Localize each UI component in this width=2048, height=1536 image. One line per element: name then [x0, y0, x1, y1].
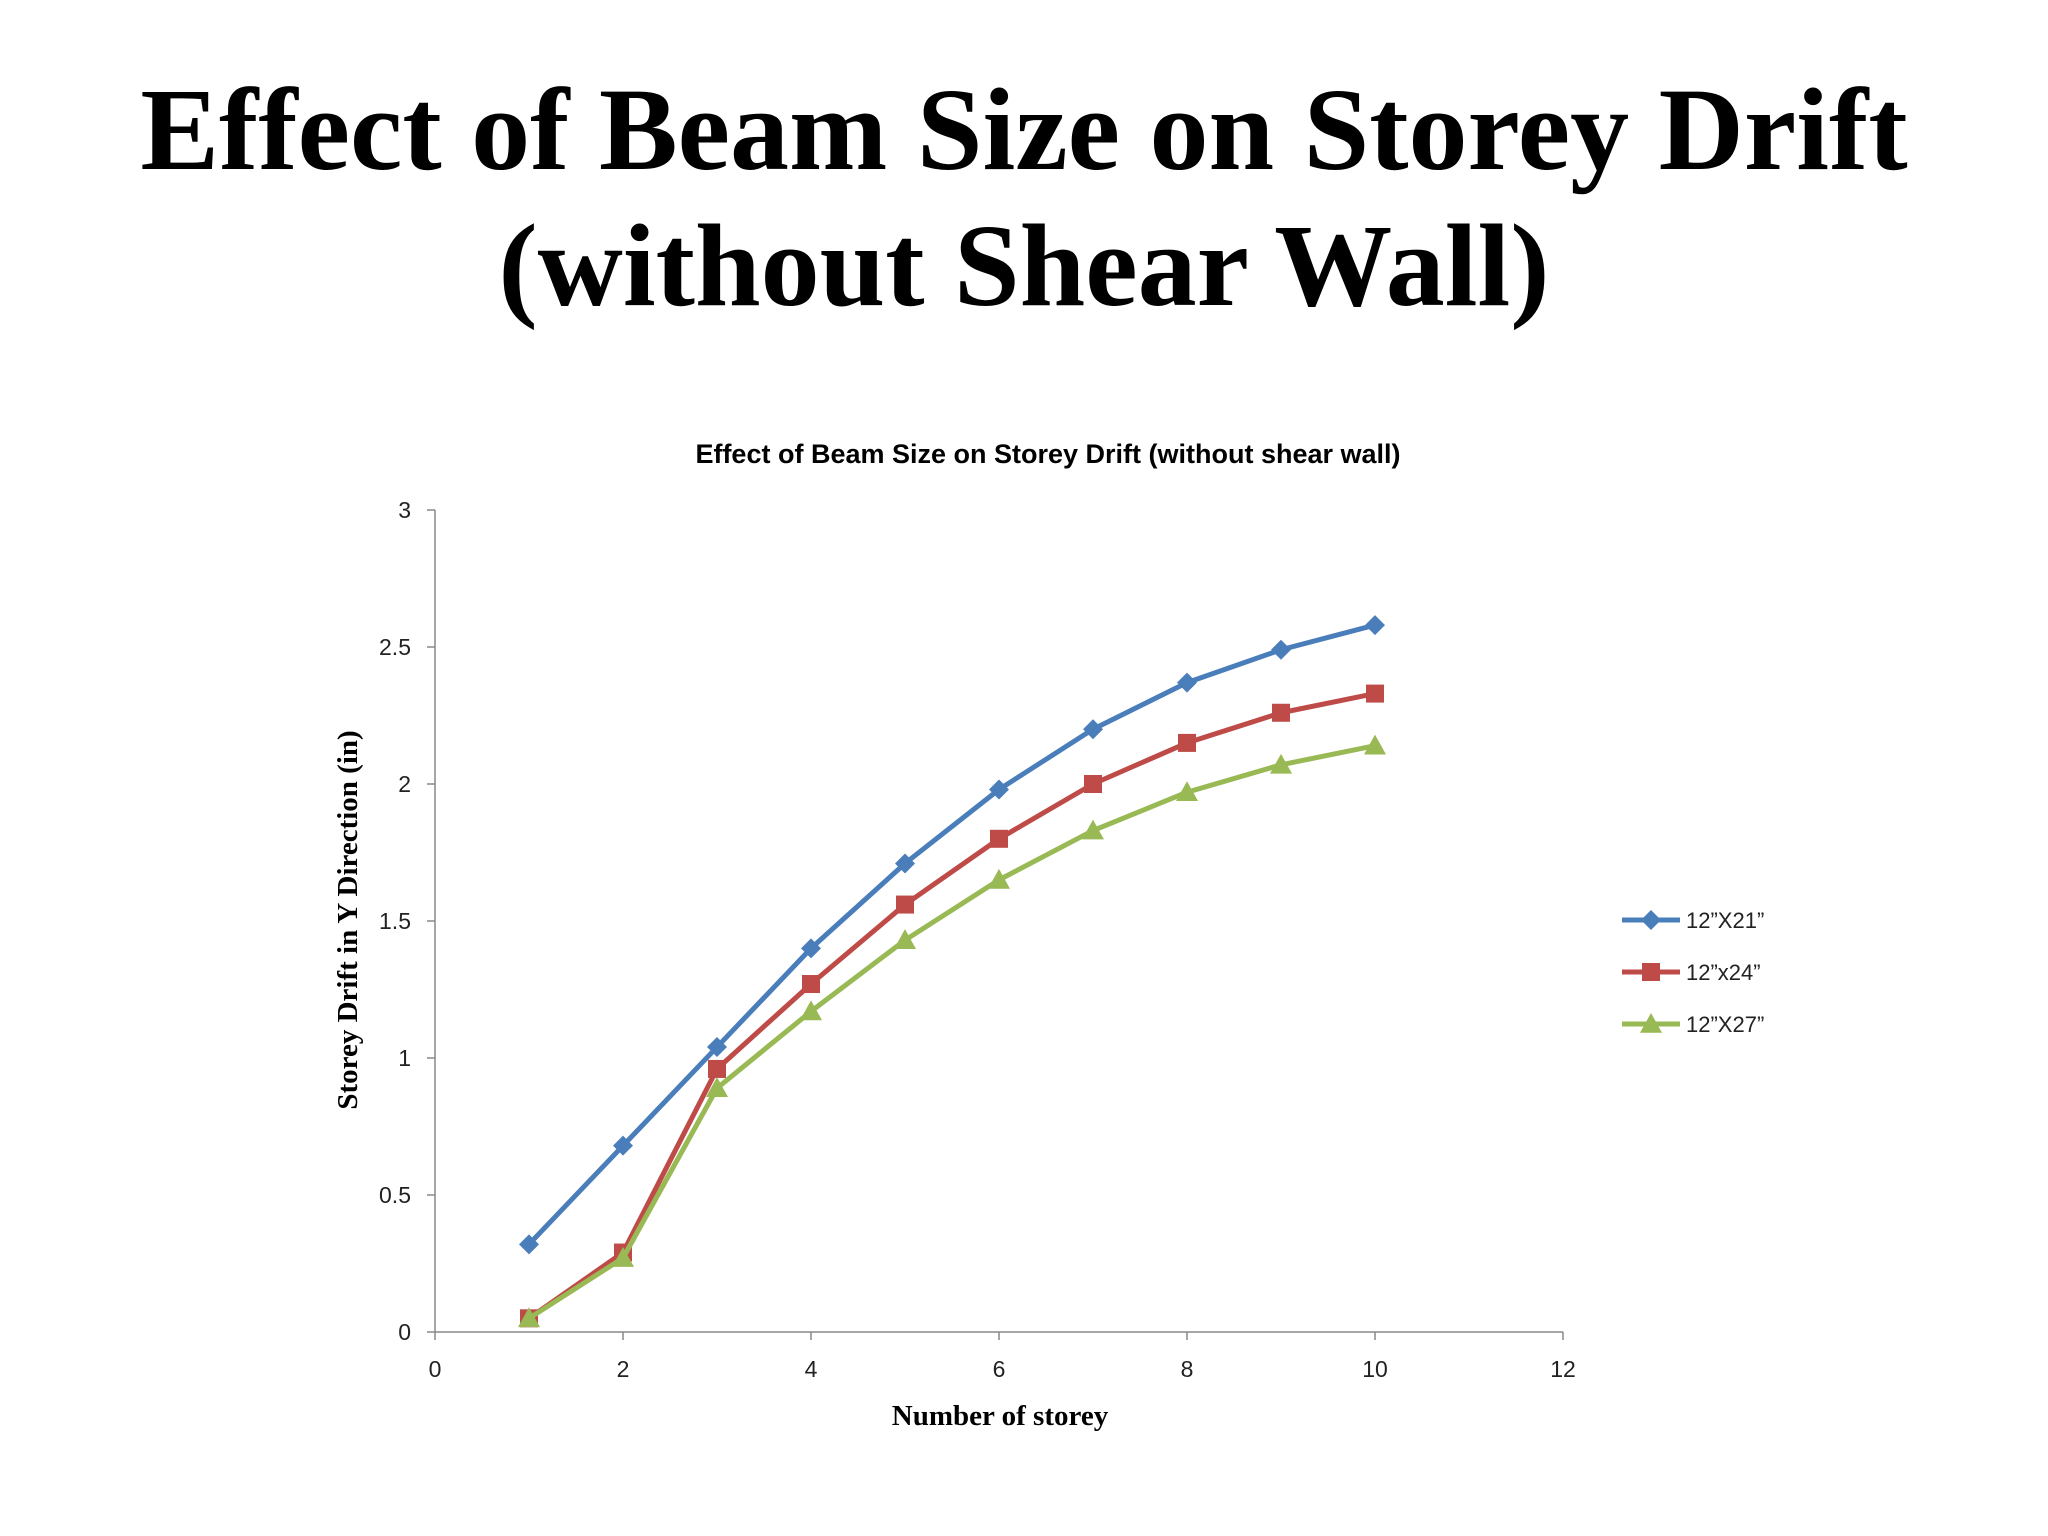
x-tick-label: 4: [805, 1356, 818, 1382]
y-tick-label: 1.5: [379, 908, 411, 934]
data-point: [802, 975, 820, 994]
slide-title-line-1: Effect of Beam Size on Storey Drift: [140, 64, 1908, 195]
data-point: [1270, 753, 1292, 774]
legend-marker: [1640, 1013, 1662, 1033]
series-line: [527, 691, 1376, 1321]
y-tick-label: 1: [398, 1045, 411, 1071]
data-point: [1083, 719, 1103, 740]
data-point: [801, 938, 821, 959]
data-point: [896, 895, 914, 914]
data-point: [894, 929, 916, 949]
data-point: [519, 1234, 539, 1255]
data-point: [613, 1135, 633, 1156]
data-point: [1177, 672, 1197, 693]
x-tick-label: 8: [1181, 1356, 1194, 1382]
slide-title-line-2: (without Shear Wall): [498, 200, 1550, 331]
data-point: [612, 1247, 634, 1267]
series-1: [519, 615, 1385, 1255]
data-point: [1365, 615, 1385, 636]
data-point: [1364, 734, 1386, 755]
x-tick-label: 0: [429, 1356, 442, 1382]
data-point: [988, 868, 1010, 889]
legend-item-3: 12”X27”: [1622, 1012, 1764, 1037]
series-3: [518, 734, 1386, 1328]
legend-marker: [1641, 910, 1661, 930]
slide-title: Effect of Beam Size on Storey Drift (wit…: [0, 62, 2048, 334]
y-tick-label: 0.5: [379, 1182, 411, 1208]
data-point: [1178, 733, 1196, 752]
legend-label: 12”X21”: [1686, 908, 1764, 933]
data-point: [1176, 781, 1198, 802]
data-point: [895, 853, 915, 874]
legend: 12”X21” 12”x24” 12”X27”: [1622, 908, 1764, 1037]
data-point: [989, 779, 1009, 800]
data-point: [1272, 703, 1290, 722]
x-tick-label: 12: [1550, 1356, 1576, 1382]
chart-title: Effect of Beam Size on Storey Drift (wit…: [695, 439, 1400, 469]
data-point: [518, 1307, 540, 1328]
axes: 0 0.5 1 1.5 2 2.5 3 0 2 4 6 8 10 12: [379, 497, 1576, 1382]
data-point: [1084, 775, 1102, 793]
series-layer: [518, 615, 1386, 1328]
data-point: [1082, 819, 1104, 840]
data-point: [708, 1059, 726, 1078]
legend-label: 12”x24”: [1686, 960, 1761, 985]
data-point: [1366, 684, 1384, 703]
data-point: [707, 1037, 727, 1058]
x-axis-title: Number of storey: [892, 1400, 1109, 1432]
legend-label: 12”X27”: [1686, 1012, 1764, 1037]
y-tick-label: 2.5: [379, 634, 411, 660]
legend-item-2: 12”x24”: [1622, 960, 1761, 985]
y-axis-title: Storey Drift in Y Direction (in): [332, 730, 364, 1109]
data-point: [990, 829, 1008, 848]
series-line: [527, 743, 1376, 1321]
x-tick-label: 6: [993, 1356, 1006, 1382]
y-tick-label: 0: [398, 1319, 411, 1345]
legend-marker: [1642, 963, 1660, 981]
y-tick-label: 3: [398, 497, 411, 523]
y-tick-label: 2: [398, 771, 411, 797]
data-point: [1271, 639, 1291, 660]
series-line: [527, 622, 1376, 1247]
x-tick-label: 2: [617, 1356, 630, 1382]
legend-item-1: 12”X21”: [1622, 908, 1764, 933]
series-2: [520, 684, 1384, 1328]
data-point: [706, 1077, 728, 1097]
x-tick-label: 10: [1362, 1356, 1388, 1382]
data-point: [800, 1000, 822, 1021]
